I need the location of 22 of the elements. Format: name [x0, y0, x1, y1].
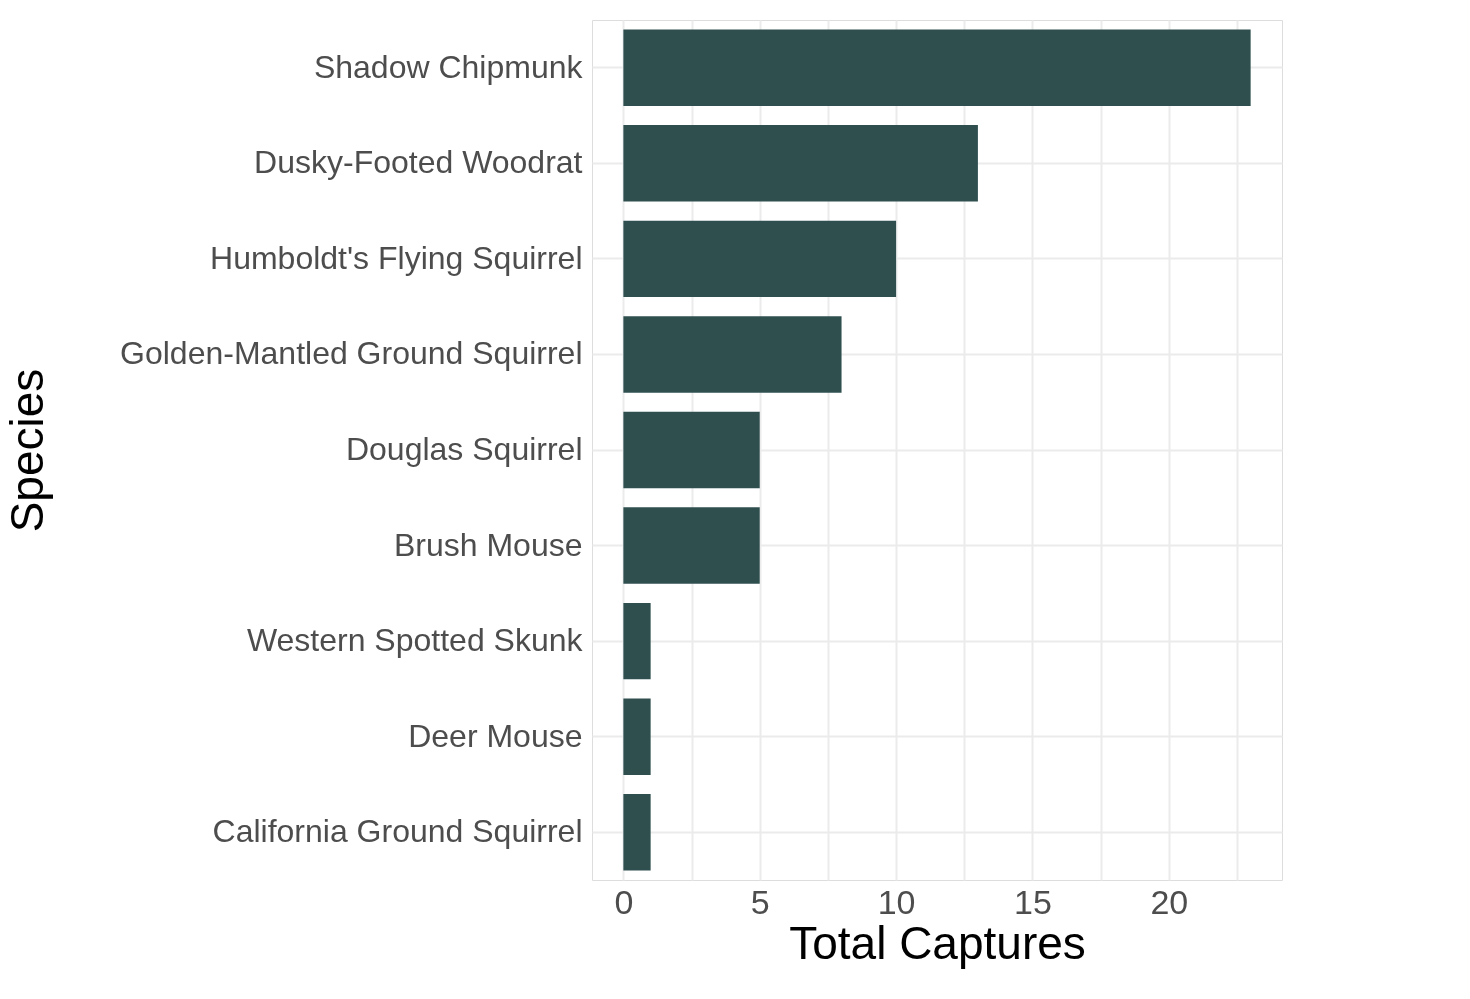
x-tick-label: 0: [614, 882, 634, 921]
y-tick-label: Western Spotted Skunk: [246, 622, 584, 659]
bar: [623, 125, 978, 202]
y-tick-label: Dusky-Footed Woodrat: [254, 144, 583, 181]
y-tick-label: Golden-Mantled Ground Squirrel: [120, 335, 583, 372]
bar: [623, 316, 842, 393]
bar: [623, 698, 651, 775]
y-tick-label: California Ground Squirrel: [212, 813, 583, 850]
x-tick-label: 20: [1150, 882, 1189, 921]
y-tick-label: Humboldt's Flying Squirrel: [210, 239, 583, 276]
y-tick-label: Shadow Chipmunk: [313, 48, 584, 85]
y-tick-label: Brush Mouse: [393, 526, 583, 563]
bar: [623, 602, 651, 680]
bar: [623, 411, 760, 489]
y-tick-label: Deer Mouse: [408, 717, 583, 754]
x-tick-label: 5: [750, 882, 770, 921]
y-tick-label: Douglas Squirrel: [345, 431, 583, 467]
y-axis-title: Species: [0, 368, 53, 533]
bar: [623, 220, 897, 298]
bar: [623, 794, 651, 871]
bar: [623, 29, 1251, 106]
bar: [623, 507, 760, 584]
